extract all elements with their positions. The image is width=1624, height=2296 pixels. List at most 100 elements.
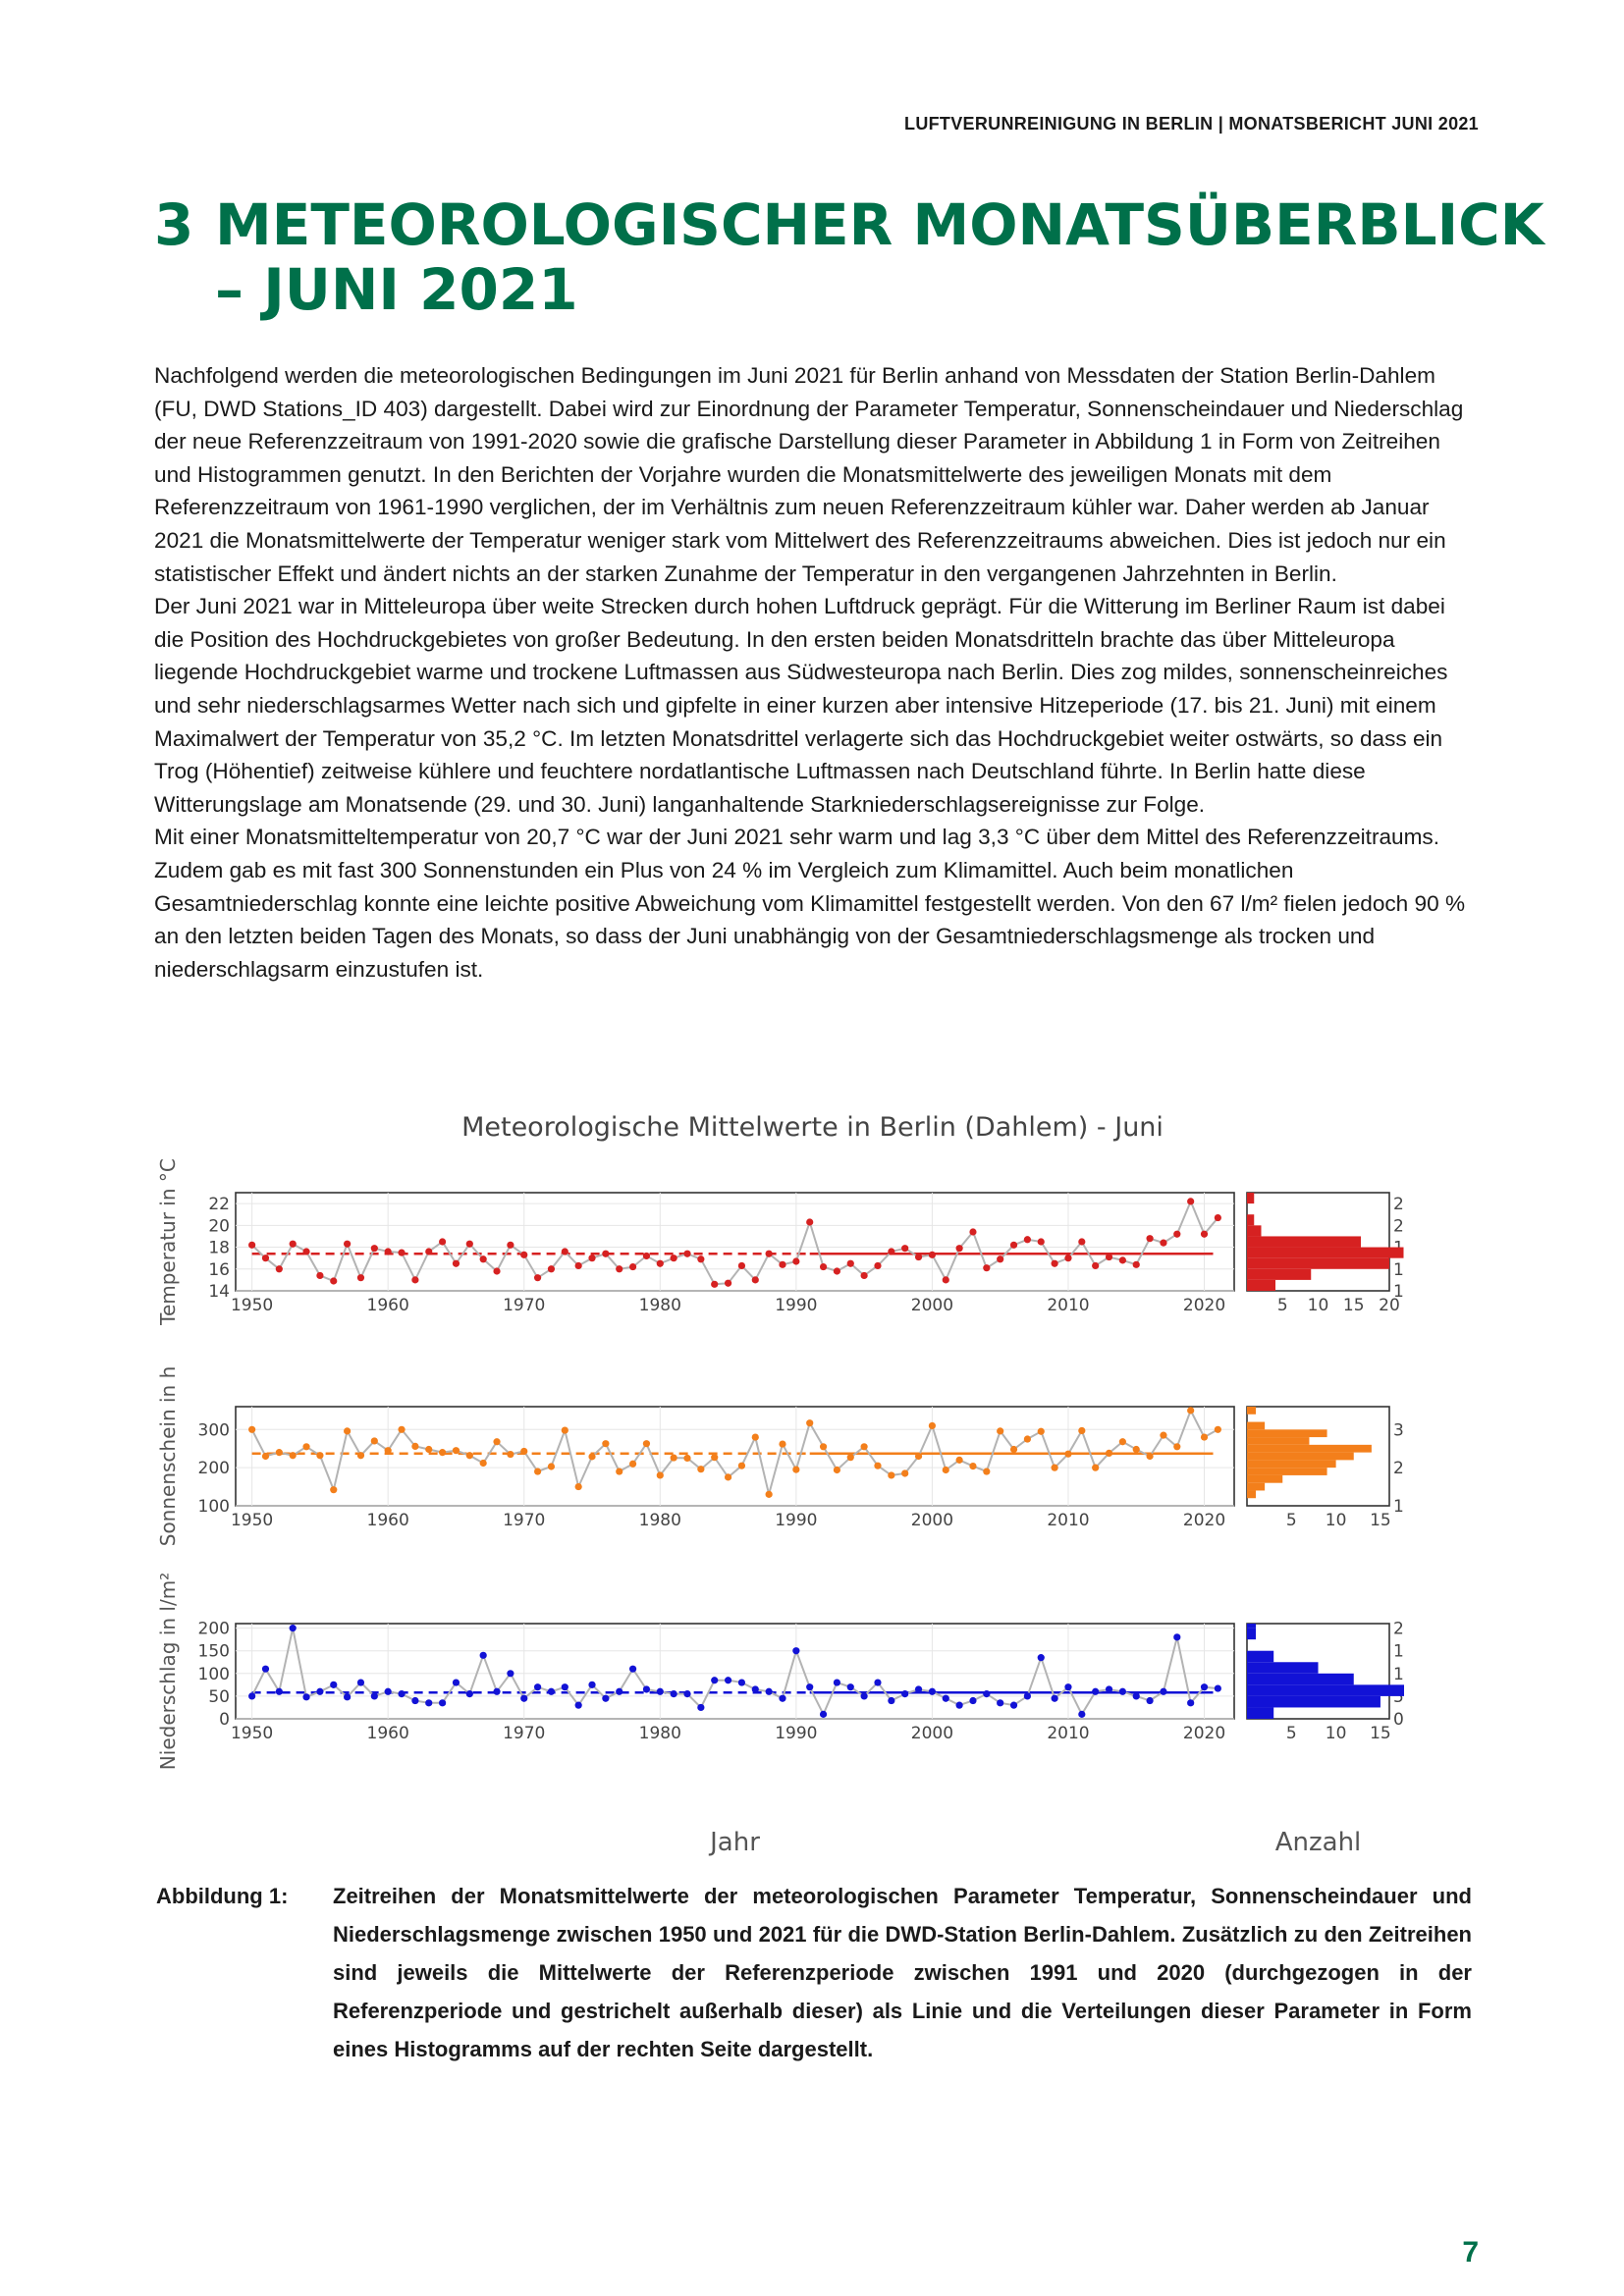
data-point [833, 1267, 841, 1275]
data-point [656, 1259, 664, 1267]
data-point [874, 1261, 882, 1270]
data-point [819, 1443, 828, 1451]
data-point [779, 1440, 786, 1448]
data-point [737, 1261, 746, 1270]
data-point [670, 1689, 677, 1698]
histogram-bar [1247, 1437, 1310, 1445]
data-point [997, 1699, 1004, 1707]
data-point [316, 1452, 324, 1460]
data-point [928, 1421, 937, 1430]
data-point [846, 1683, 854, 1691]
data-point [642, 1685, 651, 1693]
x-tick-label: 1950 [231, 1724, 273, 1743]
data-point [439, 1238, 447, 1246]
data-point [411, 1442, 419, 1450]
histogram-bar [1247, 1707, 1274, 1719]
y-tick-label: 100 [198, 1665, 230, 1684]
data-point [969, 1228, 977, 1236]
data-point [1009, 1445, 1018, 1454]
data-point [1064, 1255, 1072, 1262]
histogram-bar [1247, 1468, 1327, 1475]
intro-paragraph: Der Juni 2021 war in Mitteleuropa über w… [154, 594, 1448, 817]
histogram-bar [1247, 1421, 1266, 1430]
hist-y-tick-label: 200 [1393, 1620, 1404, 1639]
x-tick-label: 2000 [911, 1296, 953, 1315]
data-point [1092, 1687, 1100, 1695]
data-point [1009, 1241, 1018, 1249]
data-point [1146, 1235, 1154, 1243]
data-point [860, 1443, 868, 1451]
data-point [479, 1255, 487, 1263]
data-point [520, 1251, 528, 1258]
chart-title: Meteorologische Mittelwerte in Berlin (D… [461, 1112, 1164, 1143]
y-axis-label: Niederschlag in l/m² [157, 1573, 180, 1770]
data-point [561, 1248, 568, 1255]
data-point [533, 1468, 542, 1475]
data-point [914, 1685, 923, 1693]
data-point [370, 1245, 378, 1253]
intro-text: Nachfolgend werden die meteorologischen … [154, 359, 1470, 986]
page-number: 7 [1462, 2236, 1479, 2269]
data-point [479, 1651, 487, 1659]
hist-y-tick-label: 100 [1393, 1497, 1404, 1517]
running-header: LUFTVERUNREINIGUNG IN BERLIN | MONATSBER… [904, 114, 1479, 133]
data-point [806, 1419, 814, 1427]
data-point [261, 1665, 270, 1673]
data-point [574, 1261, 582, 1270]
data-point [398, 1689, 406, 1698]
data-point [901, 1689, 909, 1698]
y-tick-label: 22 [208, 1195, 230, 1214]
data-point [1078, 1238, 1086, 1246]
histogram-bar [1247, 1650, 1274, 1663]
data-point [955, 1701, 963, 1709]
data-point [1187, 1198, 1195, 1205]
y-tick-label: 14 [208, 1282, 230, 1302]
data-point [1023, 1435, 1031, 1443]
x-tick-label: 1950 [231, 1511, 273, 1530]
data-point [765, 1490, 773, 1498]
data-point [588, 1255, 596, 1262]
data-point [465, 1689, 473, 1698]
data-point [942, 1466, 949, 1474]
data-point [1214, 1684, 1221, 1692]
data-point [724, 1473, 732, 1481]
histogram-bar [1247, 1460, 1336, 1468]
data-point [628, 1262, 637, 1271]
data-point [1187, 1699, 1195, 1707]
x-tick-label: 1970 [503, 1511, 545, 1530]
data-point [1078, 1710, 1086, 1718]
histogram-bar [1247, 1474, 1283, 1483]
data-point [656, 1471, 664, 1479]
data-point [1146, 1452, 1154, 1461]
histogram-bar [1247, 1257, 1389, 1269]
data-point [683, 1250, 691, 1257]
data-point [1037, 1238, 1045, 1246]
data-point [493, 1687, 501, 1695]
y-tick-label: 100 [198, 1497, 230, 1517]
x-tick-label: 1960 [367, 1511, 409, 1530]
hist-y-tick-label: 300 [1393, 1420, 1404, 1440]
data-point [547, 1265, 556, 1273]
data-point [533, 1274, 542, 1282]
data-point [1132, 1260, 1140, 1268]
data-point [874, 1679, 882, 1686]
data-point [425, 1248, 433, 1255]
data-point [1078, 1426, 1086, 1435]
data-point [1009, 1701, 1018, 1709]
x-tick-label: 2020 [1183, 1724, 1225, 1743]
data-point [833, 1466, 841, 1474]
data-point [398, 1249, 406, 1256]
data-point [792, 1647, 800, 1655]
data-point [642, 1252, 651, 1260]
x-axis-label: Jahr [708, 1828, 760, 1857]
data-point [574, 1701, 582, 1709]
x-tick-label: 1960 [367, 1296, 409, 1315]
data-point [275, 1265, 283, 1273]
x-tick-label: 2020 [1183, 1296, 1225, 1315]
hist-y-tick-label: 50 [1393, 1687, 1404, 1707]
y-tick-label: 20 [208, 1216, 230, 1236]
data-point [330, 1277, 338, 1285]
data-point [411, 1696, 419, 1705]
data-point [1118, 1256, 1126, 1264]
data-point [602, 1694, 610, 1702]
